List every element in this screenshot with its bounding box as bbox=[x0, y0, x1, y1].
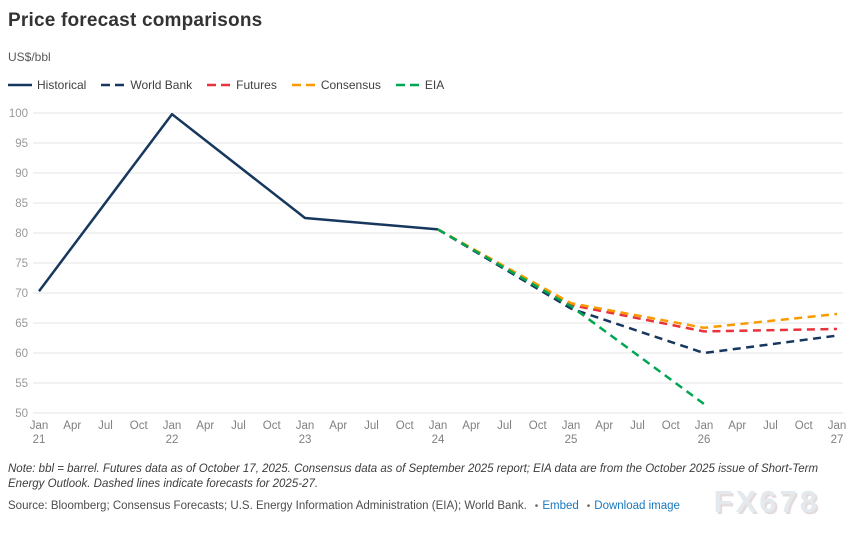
y-axis-tick-label: 60 bbox=[15, 348, 28, 360]
y-axis-tick-label: 80 bbox=[15, 228, 28, 240]
x-axis-year-label: 21 bbox=[33, 434, 46, 446]
legend-line-swatch-icon bbox=[8, 83, 32, 87]
x-axis-month-label: Jul bbox=[630, 420, 645, 432]
y-axis-tick-label: 50 bbox=[15, 408, 28, 420]
bullet-icon: • bbox=[586, 500, 591, 512]
chart-unit-label: US$/bbl bbox=[8, 50, 51, 64]
x-axis-month-label: Jul bbox=[98, 420, 113, 432]
legend-item-label: World Bank bbox=[130, 78, 193, 92]
x-axis-month-label: Jan bbox=[30, 420, 49, 432]
y-axis-tick-label: 90 bbox=[15, 168, 28, 180]
x-axis-month-label: Oct bbox=[795, 420, 814, 432]
x-axis-year-label: 27 bbox=[831, 434, 844, 446]
legend-item-futures: Futures bbox=[207, 78, 277, 92]
x-axis-year-label: 25 bbox=[565, 434, 578, 446]
series-line-world-bank bbox=[437, 228, 838, 355]
x-axis-month-label: Apr bbox=[329, 420, 347, 432]
x-axis-month-label: Apr bbox=[595, 420, 613, 432]
chart-legend: Historical World Bank Futures Consensus EIA bbox=[8, 78, 444, 92]
bullet-icon: • bbox=[534, 500, 539, 512]
legend-item-world-bank: World Bank bbox=[101, 78, 192, 92]
y-axis-tick-label: 55 bbox=[15, 378, 28, 390]
x-axis-month-label: Jul bbox=[364, 420, 379, 432]
legend-item-label: Futures bbox=[236, 78, 277, 92]
x-axis-month-label: Jan bbox=[562, 420, 581, 432]
legend-item-historical: Historical bbox=[8, 78, 86, 92]
x-axis-month-label: Jul bbox=[231, 420, 246, 432]
y-axis-tick-label: 100 bbox=[9, 108, 28, 120]
chart-footnote: Note: bbl = barrel. Futures data as of O… bbox=[8, 463, 819, 490]
x-axis-month-label: Apr bbox=[462, 420, 480, 432]
legend-item-label: EIA bbox=[424, 78, 445, 92]
x-axis-month-label: Jan bbox=[695, 420, 714, 432]
y-axis-tick-label: 85 bbox=[15, 198, 28, 210]
x-axis-month-label: Apr bbox=[196, 420, 214, 432]
legend-line-swatch-icon bbox=[207, 83, 232, 87]
y-axis-tick-label: 95 bbox=[15, 138, 28, 150]
source-row: Source: Bloomberg; Consensus Forecasts; … bbox=[8, 500, 680, 512]
x-axis-month-label: Oct bbox=[130, 420, 149, 432]
x-axis-month-label: Jul bbox=[763, 420, 778, 432]
x-axis-month-label: Oct bbox=[662, 420, 681, 432]
x-axis-month-label: Oct bbox=[263, 420, 282, 432]
fx678-watermark: FX678 bbox=[713, 484, 820, 519]
legend-line-swatch-icon bbox=[101, 83, 126, 87]
legend-item-consensus: Consensus bbox=[291, 78, 381, 92]
x-axis-month-label: Jan bbox=[296, 420, 315, 432]
x-axis-year-label: 22 bbox=[166, 434, 179, 446]
embed-link[interactable]: Embed bbox=[542, 500, 579, 512]
x-axis-month-label: Oct bbox=[529, 420, 548, 432]
chart-title: Price forecast comparisons bbox=[8, 10, 263, 31]
x-axis-month-label: Jan bbox=[163, 420, 182, 432]
x-axis-month-label: Jul bbox=[497, 420, 512, 432]
series-line-futures bbox=[437, 228, 838, 333]
legend-item-label: Historical bbox=[37, 78, 87, 92]
y-axis-tick-label: 70 bbox=[15, 288, 28, 300]
download-image-link[interactable]: Download image bbox=[594, 500, 680, 512]
legend-line-swatch-icon bbox=[291, 83, 316, 87]
legend-item-label: Consensus bbox=[320, 78, 381, 92]
x-axis-month-label: Oct bbox=[396, 420, 415, 432]
x-axis-month-label: Apr bbox=[63, 420, 81, 432]
x-axis-month-label: Jan bbox=[429, 420, 448, 432]
x-axis-month-label: Jan bbox=[828, 420, 846, 432]
x-axis-year-label: 24 bbox=[432, 434, 445, 446]
x-axis-month-label: Apr bbox=[728, 420, 746, 432]
source-text: Source: Bloomberg; Consensus Forecasts; … bbox=[8, 500, 527, 512]
x-axis-year-label: 23 bbox=[299, 434, 312, 446]
series-line-historical bbox=[38, 112, 439, 292]
series-line-eia bbox=[437, 228, 705, 406]
legend-line-swatch-icon bbox=[395, 83, 420, 87]
x-axis-year-label: 26 bbox=[698, 434, 711, 446]
y-axis-tick-label: 65 bbox=[15, 318, 28, 330]
series-line-consensus bbox=[437, 228, 838, 330]
y-axis-tick-label: 75 bbox=[15, 258, 28, 270]
legend-item-eia: EIA bbox=[395, 78, 445, 92]
